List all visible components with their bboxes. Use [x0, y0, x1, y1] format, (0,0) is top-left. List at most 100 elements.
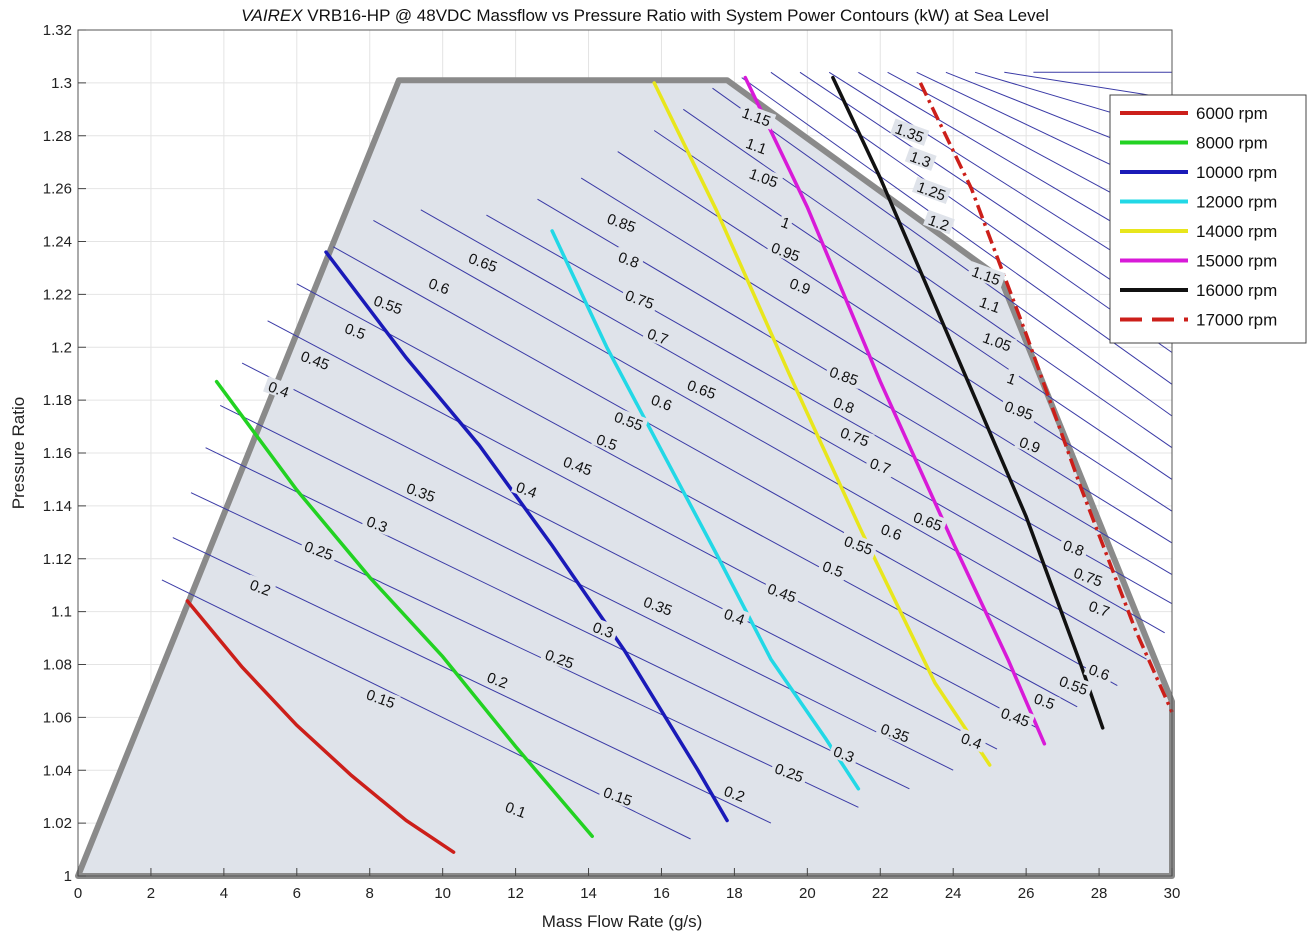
power-contour-label-38: 0.7	[642, 323, 675, 349]
power-contour-label-bg	[839, 530, 879, 559]
power-contour-label-text: 0.4	[722, 606, 747, 629]
power-contour-label-26: 0.5	[1028, 688, 1061, 714]
power-contour-label-44: 0.8	[613, 246, 645, 272]
power-contour-label-bg	[368, 290, 408, 318]
power-contour-label-bg	[974, 291, 1006, 317]
y-tick-label-0: 1	[64, 868, 72, 885]
power-contour-line-27	[1004, 71, 1173, 100]
series-line-6	[831, 75, 1105, 730]
y-tick-label-8: 1.16	[43, 445, 72, 462]
power-contour-label-text: 0.6	[1086, 661, 1111, 684]
power-contour-label-bg	[875, 718, 915, 746]
y-tick-label-13: 1.26	[43, 181, 72, 198]
power-contour-label-4: 0.2	[481, 667, 514, 692]
power-contour-label-bg	[766, 237, 806, 265]
power-contour-label-bg	[999, 396, 1039, 424]
power-contour-label-3: 0.2	[244, 574, 277, 600]
x-axis-label: Mass Flow Rate (g/s)	[542, 912, 703, 931]
x-tick-label-7: 14	[580, 885, 597, 902]
power-contour-label-bg	[835, 422, 875, 450]
power-contour-label-54: 1	[1003, 368, 1021, 389]
power-contour-label-17: 0.4	[718, 603, 751, 629]
y-tick-label-14: 1.28	[43, 128, 72, 145]
power-contour-label-bg	[361, 684, 401, 712]
series-line-2	[324, 250, 729, 823]
power-contour-label-bg	[339, 318, 372, 343]
series-line-4	[652, 81, 992, 767]
power-contour-label-bg	[638, 591, 678, 620]
power-contour-label-bg	[620, 285, 660, 313]
power-contour-label-bg	[244, 574, 277, 600]
power-contour-label-bg	[645, 389, 678, 415]
power-contour-label-bg	[890, 118, 930, 146]
power-contour-line-16	[683, 108, 1173, 449]
power-contour-label-bg	[828, 392, 861, 417]
power-contour-label-bg	[299, 536, 339, 564]
series-line-3	[550, 229, 861, 791]
series-line-1	[214, 379, 594, 839]
power-contour-label-text: 1.2	[926, 212, 951, 235]
y-tick-label-5: 1.1	[51, 604, 72, 621]
x-tick-label-14: 28	[1091, 885, 1108, 902]
power-contour-label-text: 1.3	[908, 148, 933, 171]
power-contour-label-text: 0.2	[722, 783, 747, 806]
power-contour-label-bg	[736, 102, 777, 130]
power-contour-line-5	[241, 362, 998, 750]
power-contour-line-10	[420, 209, 1165, 634]
power-contour-label-bg	[1068, 562, 1109, 591]
legend-label-5: 15000 rpm	[1196, 252, 1277, 271]
power-contour-label-text: 1.1	[743, 135, 768, 158]
power-contour-line-18	[741, 77, 1173, 385]
power-contour-label-text: 0.5	[820, 558, 845, 581]
power-contour-label-bg	[598, 782, 638, 810]
power-contour-label-text: 0.6	[426, 275, 451, 298]
y-tick-label-16: 1.32	[43, 22, 72, 39]
y-tick-label-12: 1.24	[43, 234, 72, 251]
x-tick-label-11: 22	[872, 885, 889, 902]
power-contour-label-34: 0.6	[1083, 659, 1116, 684]
power-contour-label-bg	[500, 796, 532, 822]
y-tick-label-10: 1.2	[51, 339, 72, 356]
power-contour-label-bg	[777, 212, 795, 232]
power-contour-label-bg	[558, 451, 598, 479]
power-contour-label-text: 0.3	[831, 743, 856, 766]
power-contour-label-bg	[744, 163, 784, 191]
legend: 6000 rpm 8000 rpm 10000 rpm 12000 rpm 14000 …	[1109, 94, 1307, 344]
power-contour-label-text: 0.6	[878, 521, 903, 544]
chart-title-rest: VRB16-HP @ 48VDC Massflow vs Pressure Ra…	[303, 6, 1049, 25]
power-contour-label-50: 0.9	[1014, 431, 1047, 457]
power-contour-label-33: 0.6	[875, 519, 908, 544]
power-contour-label-text: 0.4	[514, 479, 539, 502]
power-contour-label-bg	[642, 323, 675, 349]
power-contour-label-bg	[995, 702, 1036, 731]
power-contour-label-9: 0.3	[361, 511, 394, 536]
power-contour-label-text: 0.5	[342, 320, 367, 343]
power-contour-line-14	[617, 151, 1173, 512]
power-contour-label-40: 0.7	[1083, 595, 1116, 621]
power-contour-label-bg	[1003, 368, 1021, 388]
x-tick-label-5: 10	[434, 885, 451, 902]
power-contour-label-bg	[824, 361, 864, 390]
power-contour-label-bg	[587, 616, 620, 642]
power-contour-label-text: 0.5	[1032, 690, 1057, 713]
power-contour-label-11: 0.3	[828, 741, 861, 766]
rpm-series	[185, 75, 1174, 854]
power-contour-label-bg	[784, 273, 817, 298]
envelope-fill	[78, 80, 1172, 876]
power-contour-label-bg	[591, 429, 624, 454]
power-contour-label-bg	[875, 519, 908, 544]
power-contour-label-bg	[510, 476, 543, 502]
x-tick-label-4: 8	[366, 885, 374, 902]
power-contour-label-61: 1.2	[923, 209, 955, 235]
power-contour-label-bg	[1054, 670, 1094, 699]
y-tick-label-9: 1.18	[43, 392, 72, 409]
x-tick-label-1: 2	[147, 885, 155, 902]
y-tick-label-15: 1.3	[51, 75, 72, 92]
power-contour-label-text: 0.5	[594, 431, 619, 454]
power-contour-label-15: 0.4	[263, 376, 295, 402]
power-contour-label-text: 0.3	[590, 619, 615, 642]
chart-title: VAIREX VRB16-HP @ 48VDC Massflow vs Pres…	[241, 6, 1049, 25]
power-contour-label-31: 0.6	[423, 273, 456, 298]
series-line-5	[743, 75, 1047, 746]
power-contour-label-text: 0.3	[364, 513, 389, 536]
